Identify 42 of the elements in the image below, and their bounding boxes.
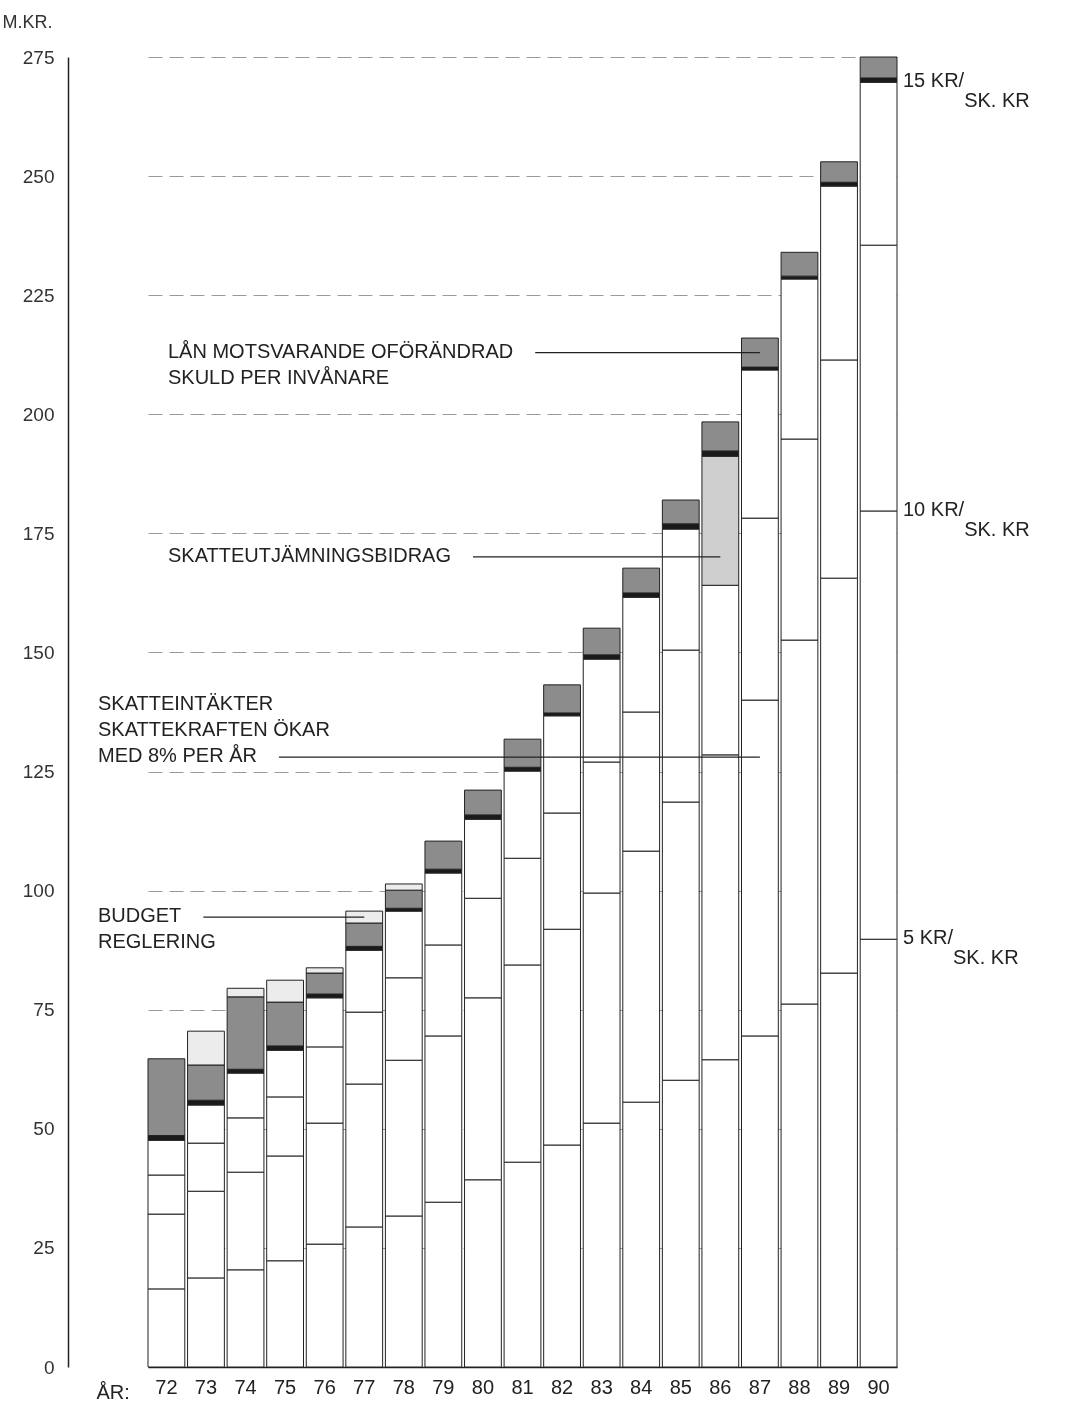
x-tick-label: 73 [194, 1375, 218, 1398]
y-tick-label: 125 [22, 761, 55, 783]
y-tick-label: 50 [33, 1118, 55, 1140]
y-tick-label: 200 [22, 403, 55, 425]
x-tick-label: 87 [748, 1375, 772, 1398]
x-tick-label: 86 [709, 1375, 732, 1398]
text: SKATTEUTJÄMNINGSBIDRAG [168, 543, 451, 566]
text: SKATTEINTÄKTER SKATTEKRAFTEN ÖKAR MED 8% PER ÅR [98, 692, 330, 767]
x-tick-label: 83 [590, 1375, 613, 1398]
bar [820, 161, 858, 183]
x-tick-label: 85 [669, 1375, 692, 1398]
y-tick-label: 0 [43, 1356, 55, 1378]
bar [424, 840, 463, 870]
x-tick-label: 78 [392, 1375, 415, 1398]
x-tick-label: 82 [550, 1375, 574, 1398]
y-tick-label: 100 [22, 880, 55, 902]
x-tick-label: 74 [234, 1375, 257, 1398]
x-tick-label: 75 [273, 1375, 297, 1398]
x-tick-label: 90 [867, 1375, 890, 1398]
x-tick-label: 84 [630, 1375, 653, 1398]
x-tick-label: 79 [432, 1375, 455, 1398]
x-tick-label: 80 [471, 1375, 495, 1398]
y-tick-label: 150 [22, 641, 55, 663]
x-tick-label: 76 [313, 1375, 336, 1398]
bar [622, 567, 661, 594]
y-tick-label: 25 [33, 1237, 55, 1259]
x-axis-title: ÅR: [96, 1380, 130, 1403]
x-tick-label: 81 [511, 1375, 534, 1398]
y-tick-label: 175 [22, 522, 55, 544]
y-tick-label: 75 [33, 999, 55, 1021]
series-label: BUDGET REGLERING [98, 904, 216, 953]
x-tick-label: 77 [353, 1375, 376, 1398]
bar [859, 56, 898, 79]
text: LÅN MOTSVARANDE OFÖRÄNDRAD SKULD PER INVÅNARE [168, 339, 514, 388]
y-tick-label: 275 [22, 46, 55, 68]
x-tick-label: 89 [827, 1375, 851, 1398]
bar [543, 684, 581, 714]
x-tick-label: 88 [788, 1375, 811, 1398]
x-tick-label: 72 [155, 1375, 178, 1398]
y-axis-title: M.KR. [2, 11, 53, 32]
y-tick-label: 225 [22, 284, 55, 306]
y-tick-label: 250 [22, 165, 55, 187]
